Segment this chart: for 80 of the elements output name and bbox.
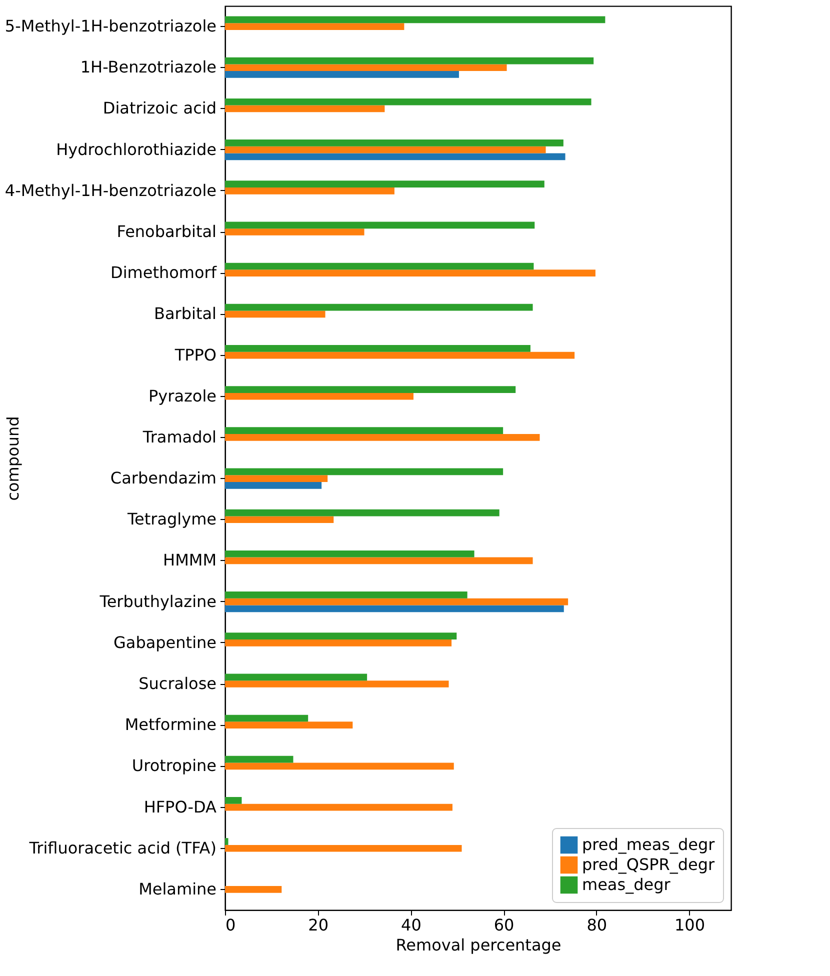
y-tick-label: Diatrizoic acid: [102, 98, 216, 118]
bar: [225, 71, 459, 78]
bar: [225, 222, 535, 229]
bar: [225, 146, 546, 154]
x-tick-label: 80: [586, 916, 608, 934]
y-tick-label: 4-Methyl-1H-benzotriazole: [4, 180, 216, 200]
bar: [225, 262, 534, 270]
bar: [225, 427, 504, 434]
x-axis-title: Removal percentage: [396, 936, 562, 954]
bar: [225, 762, 454, 770]
y-tick-label: HMMM: [163, 550, 216, 570]
bar: [225, 304, 533, 311]
bar: [225, 468, 504, 476]
bar: [225, 592, 468, 598]
bar: [225, 475, 328, 482]
bar: [225, 598, 568, 606]
bar: [225, 797, 242, 804]
bar: [225, 64, 507, 72]
y-tick-label: Metformine: [124, 715, 216, 734]
legend-label: pred_QSPR_degr: [582, 855, 716, 874]
bar: [225, 392, 414, 400]
bar: [225, 434, 540, 441]
y-tick-label: Gabapentine: [113, 632, 216, 652]
y-tick-label: Tramadol: [142, 427, 216, 446]
bar: [225, 270, 596, 277]
bar: [225, 23, 404, 30]
y-tick-label: Carbendazim: [110, 468, 216, 488]
bar: [225, 105, 385, 112]
bar: [225, 674, 368, 681]
bar: [225, 16, 606, 24]
bar: [225, 714, 308, 722]
bar: [225, 722, 353, 729]
y-tick-label: Fenobarbital: [116, 222, 216, 241]
y-tick-label: 5-Methyl-1H-benzotriazole: [4, 16, 216, 36]
legend-label: pred_meas_degr: [582, 835, 716, 854]
bar: [225, 605, 564, 612]
y-tick-label: Dimethomorf: [110, 263, 217, 282]
bar: [225, 187, 394, 194]
x-tick-label: 100: [674, 916, 705, 934]
bar: [225, 482, 322, 489]
y-tick-label: 1H-Benzotriazole: [80, 58, 216, 77]
bar: [225, 557, 533, 564]
bar: [225, 180, 544, 188]
bar: [225, 516, 334, 524]
y-tick-label: Terbuthylazine: [98, 592, 216, 611]
bar: [225, 680, 449, 688]
legend-label: meas_degr: [582, 875, 671, 894]
y-tick-label: Trifluoracetic acid (TFA): [28, 838, 216, 858]
bar: [225, 639, 452, 646]
y-tick-label: Hydrochlorothiazide: [56, 140, 216, 159]
x-tick-label: 60: [494, 916, 514, 934]
bar: [225, 509, 500, 516]
bar: [225, 153, 566, 160]
bar: [225, 310, 326, 318]
bar: [225, 140, 564, 146]
bar: [225, 228, 364, 236]
x-tick-label: 20: [308, 916, 329, 934]
y-tick-label: Barbital: [154, 304, 216, 324]
bar: [225, 632, 457, 640]
bar: [225, 804, 452, 811]
x-tick-label: 40: [401, 916, 422, 934]
y-tick-label: Pyrazole: [148, 386, 216, 406]
y-tick-label: TPPO: [174, 345, 216, 364]
y-tick-label: Melamine: [138, 879, 216, 898]
bar: [225, 57, 594, 64]
bar: [225, 345, 530, 352]
bar: [225, 98, 592, 106]
y-axis-title: compound: [4, 416, 22, 501]
y-tick-label: HFPO-DA: [144, 797, 217, 816]
x-tick-label: 0: [226, 916, 236, 934]
bar: [225, 838, 228, 845]
bar: [225, 386, 516, 393]
bar: [225, 550, 474, 558]
bar: [225, 844, 462, 852]
y-tick-label: Tetraglyme: [126, 510, 216, 529]
y-tick-label: Urotropine: [132, 756, 216, 776]
bar: [225, 886, 282, 893]
y-tick-label: Sucralose: [138, 674, 216, 693]
bar: [225, 756, 294, 763]
bar: [225, 352, 575, 359]
